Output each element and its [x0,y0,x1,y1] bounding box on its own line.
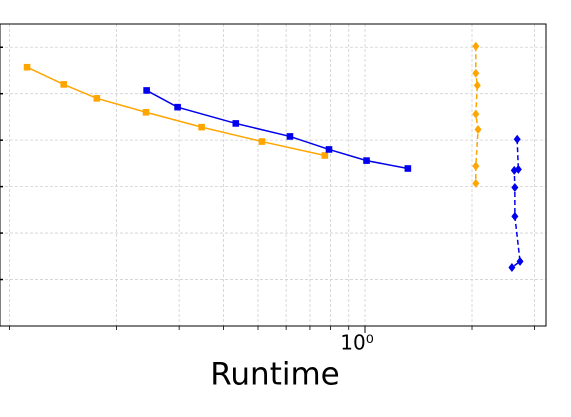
marker [404,165,412,172]
plot-frame [0,23,547,327]
marker [321,152,329,159]
marker [232,120,240,127]
marker [325,146,333,153]
marker [472,178,480,188]
marker [513,134,521,144]
marker [472,161,480,171]
marker [23,63,31,71]
marker [472,68,480,78]
marker [472,41,480,51]
x-axis-label: Runtime [210,357,339,393]
marker [258,138,266,145]
marker [198,123,205,131]
marker [510,165,518,175]
marker [286,133,294,140]
marker [516,256,524,266]
marker [508,262,516,272]
marker [511,183,519,193]
marker [174,103,181,111]
marker [363,157,370,164]
marker [93,95,101,102]
marker [473,80,481,90]
x-tick-label: 10⁰ [340,331,373,355]
series-line [511,139,521,269]
series-line [26,66,326,157]
marker [60,81,67,88]
marker [143,87,150,94]
marker [472,109,480,119]
marker [511,211,519,221]
marker [142,108,150,116]
marker [474,124,482,134]
series-line [146,89,409,170]
